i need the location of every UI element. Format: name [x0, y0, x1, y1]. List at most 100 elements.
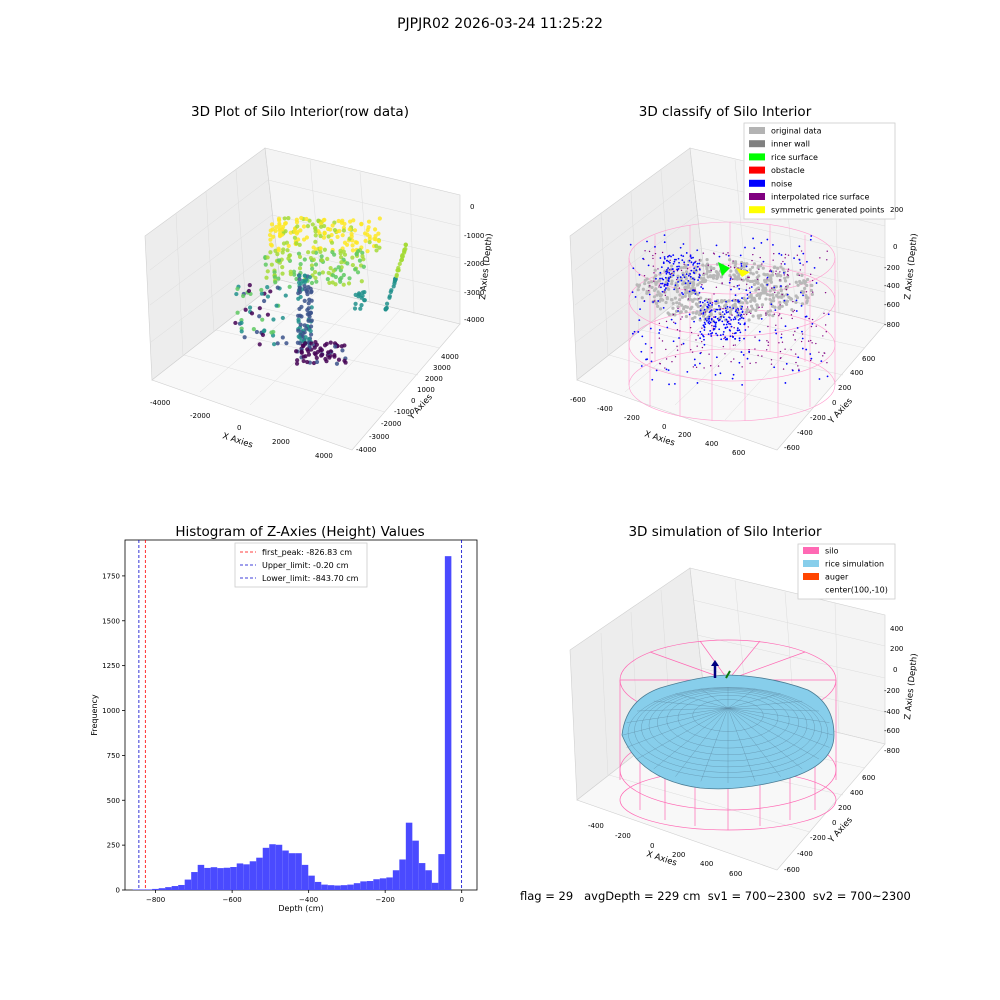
raw-point	[313, 352, 318, 357]
raw-point	[287, 253, 293, 258]
classify-blue-point	[681, 274, 684, 276]
classify-purple-point	[733, 327, 735, 329]
classify-purple-point	[761, 306, 763, 308]
classify-purple-point	[765, 314, 767, 316]
classify-blue-point	[698, 276, 701, 279]
histogram-bar	[412, 840, 419, 890]
classify-blue-point	[827, 313, 830, 316]
classify-blue-point	[699, 309, 702, 312]
classify-gray-point	[748, 268, 752, 272]
raw-point	[372, 227, 378, 232]
classify-blue-point	[740, 316, 743, 319]
classify-blue-point	[746, 297, 749, 300]
classify-purple-point	[751, 259, 753, 262]
classify-ytick: -600	[784, 444, 800, 452]
classify-blue-point	[739, 323, 742, 326]
classify-blue-point	[701, 301, 704, 304]
classify-blue-point	[658, 332, 661, 334]
classify-blue-point	[638, 319, 641, 322]
classify-blue-point	[801, 347, 804, 350]
classify-gray-point	[684, 309, 688, 314]
raw-point	[269, 330, 274, 335]
classify-blue-point	[716, 308, 719, 311]
classify-purple-point	[810, 339, 812, 342]
simulation-center-marker	[725, 670, 731, 679]
classify-purple-point	[784, 253, 787, 256]
classify-purple-point	[765, 312, 767, 314]
classify-blue-point	[750, 286, 753, 288]
classify-gray-point	[679, 310, 683, 314]
classify-blue-point	[694, 261, 696, 264]
raw-point	[291, 269, 297, 274]
classify-blue-point	[631, 332, 634, 335]
raw-point	[294, 220, 300, 225]
histogram-bar	[191, 872, 198, 890]
classify-gray-point	[768, 297, 772, 302]
classify-purple-point	[665, 358, 668, 360]
classify-gray-point	[684, 266, 688, 270]
classify-gray-point	[650, 280, 654, 284]
classify-gray-point	[749, 304, 754, 308]
classify-purple-point	[771, 287, 773, 289]
classify-purple-point	[711, 324, 713, 327]
classify-purple-point	[653, 300, 656, 302]
classify-purple-point	[775, 270, 777, 272]
histogram-bar	[139, 889, 146, 890]
raw-point	[281, 224, 286, 229]
classify-blue-point	[702, 324, 705, 327]
classify-blue-point	[698, 262, 701, 265]
classify-blue-point	[798, 245, 801, 248]
histogram-bar	[204, 867, 211, 890]
classify-gray-point	[736, 274, 741, 279]
classify-blue-point	[770, 270, 773, 273]
classify-blue-point	[662, 262, 665, 265]
raw-point	[297, 274, 302, 279]
classify-blue-point	[693, 320, 695, 323]
classify-blue-point	[801, 330, 803, 333]
classify-gray-point	[773, 305, 777, 309]
classify-purple-point	[658, 322, 661, 325]
raw-point	[326, 350, 331, 355]
classify-blue-point	[721, 311, 724, 313]
classify-gray-point	[692, 297, 697, 301]
raw-point	[296, 237, 301, 242]
classify-gray-point	[643, 281, 647, 286]
classify-gray-point	[768, 289, 772, 293]
classify-rice-surface-marker	[718, 262, 730, 276]
simulation-legend-swatch	[803, 547, 819, 554]
raw-xtick: 0	[237, 424, 241, 432]
classify-gray-point	[682, 307, 686, 311]
classify-blue-point	[745, 289, 748, 292]
classify-blue-point	[772, 243, 774, 246]
classify-blue-point	[711, 303, 714, 306]
classify-blue-point	[730, 318, 733, 321]
raw-point	[273, 248, 278, 253]
raw-ytick: 4000	[441, 353, 459, 361]
classify-blue-point	[746, 357, 749, 360]
raw-point	[328, 266, 333, 271]
classify-ztick: 200	[890, 206, 903, 214]
classify-blue-point	[665, 272, 668, 275]
classify-gray-point	[690, 316, 695, 321]
raw-point	[366, 219, 372, 224]
raw-point	[303, 335, 308, 340]
classify-gray-point	[652, 295, 656, 299]
raw-point	[298, 281, 304, 286]
classify-blue-point	[719, 308, 721, 311]
classify-purple-point	[738, 284, 740, 286]
raw-point	[350, 262, 355, 268]
classify-blue-point	[666, 326, 669, 329]
raw-point	[259, 287, 264, 293]
classify-blue-point	[715, 332, 717, 335]
classify-blue-point	[691, 277, 694, 280]
raw-point	[316, 218, 321, 223]
classify-purple-point	[710, 269, 712, 272]
histogram-plot: −800 −600 −400 −200 0 0 250 500 750 1000 1250 1500…	[90, 539, 478, 913]
raw-point	[294, 241, 299, 246]
classify-purple-point	[722, 252, 724, 254]
classify-legend-swatch	[749, 166, 765, 174]
raw-point	[299, 215, 304, 221]
classify-gray-point	[761, 266, 765, 270]
classify-gray-point	[776, 266, 780, 270]
raw-point	[280, 335, 285, 340]
